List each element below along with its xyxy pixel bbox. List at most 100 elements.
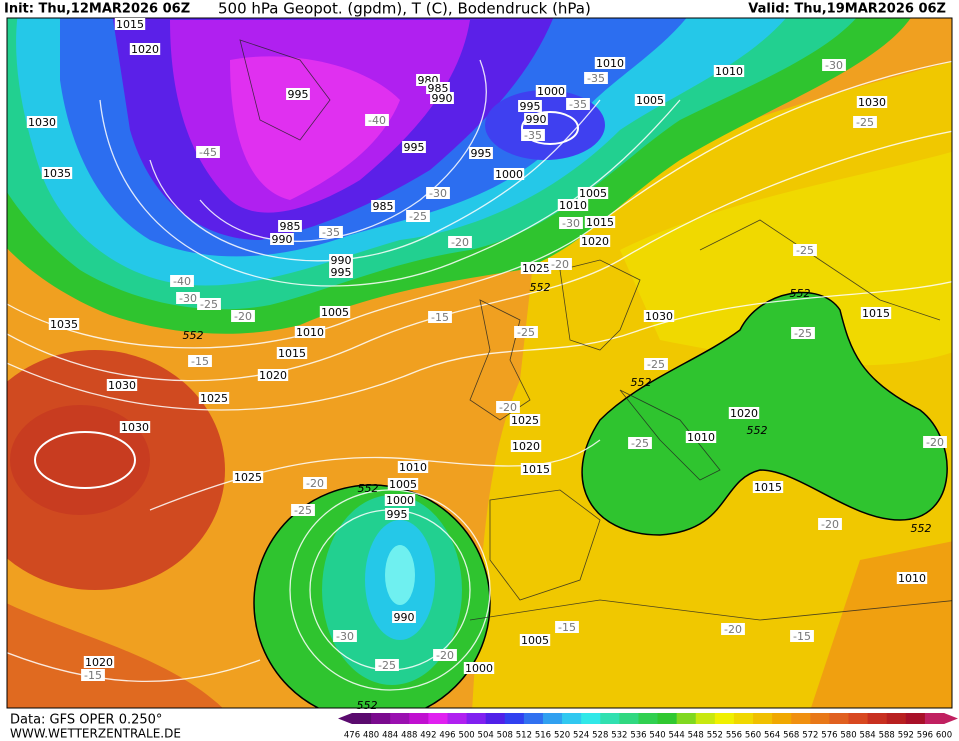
isobar-label: 1020 bbox=[730, 407, 758, 420]
colorbar-segment bbox=[409, 713, 429, 724]
isobar-label-box bbox=[371, 200, 395, 212]
isobar-label: 1020 bbox=[259, 369, 287, 382]
temperature-label-box bbox=[514, 326, 538, 338]
isobar-label-box bbox=[257, 369, 289, 381]
isobar-label: 1030 bbox=[121, 421, 149, 434]
isobar-label: 995 bbox=[520, 100, 541, 113]
isobar-label-box bbox=[469, 147, 493, 159]
temperature-label: -25 bbox=[856, 116, 874, 129]
isobar-label: 1000 bbox=[465, 662, 493, 675]
isobar-label-box bbox=[286, 88, 310, 100]
isobar-label-box bbox=[860, 307, 892, 319]
isobar-label-box bbox=[728, 407, 760, 419]
init-time: Init: Thu,12MAR2026 06Z bbox=[4, 2, 190, 17]
colorbar-segment bbox=[447, 713, 468, 724]
isobar-label: 1005 bbox=[389, 478, 417, 491]
temperature-label-box bbox=[521, 129, 545, 141]
temperature-label-box bbox=[566, 98, 590, 110]
isobar-label-box bbox=[577, 187, 609, 199]
colorbar-segment bbox=[714, 713, 735, 724]
valid-time: Valid: Thu,19MAR2026 06Z bbox=[748, 2, 946, 17]
height-label: 552 bbox=[358, 482, 379, 495]
colorbar-segment bbox=[542, 713, 563, 724]
isobar-label-box bbox=[752, 481, 784, 493]
isobar-label: 990 bbox=[394, 611, 415, 624]
isobar-label-box bbox=[463, 662, 495, 674]
isobar-label: 995 bbox=[387, 508, 408, 521]
colorbar-tick-label: 548 bbox=[688, 731, 704, 741]
temperature-label-box bbox=[176, 292, 200, 304]
colorbar-tick-label: 564 bbox=[764, 731, 780, 741]
isobar-label: 1010 bbox=[687, 431, 715, 444]
temperature-label: -30 bbox=[429, 187, 447, 200]
temperature-label: -45 bbox=[199, 146, 217, 159]
isobar-label-box bbox=[198, 392, 230, 404]
isobar-label-box bbox=[520, 262, 552, 274]
isobar-label: 1035 bbox=[50, 318, 78, 331]
temperature-label: -20 bbox=[499, 401, 517, 414]
temperature-label-box bbox=[231, 310, 255, 322]
isobar-label: 1010 bbox=[715, 65, 743, 78]
colorbar-segment bbox=[466, 713, 487, 724]
isobar-label-box bbox=[329, 266, 353, 278]
colorbar-tick-label: 588 bbox=[879, 731, 895, 741]
isobar-label-box bbox=[402, 141, 426, 153]
colorbar-segment bbox=[791, 713, 811, 724]
isobar-label: 990 bbox=[331, 254, 352, 267]
temperature-label-box bbox=[426, 187, 450, 199]
temperature-label: -20 bbox=[234, 310, 252, 323]
isobar-label-box bbox=[26, 116, 58, 128]
colorbar-segment bbox=[905, 713, 926, 724]
temperature-label-box bbox=[303, 477, 327, 489]
isobar-label-box bbox=[48, 318, 80, 330]
isobar-label: 1010 bbox=[596, 57, 624, 70]
colorbar-segment bbox=[924, 713, 945, 724]
isobar-label: 1025 bbox=[234, 471, 262, 484]
temperature-label: -40 bbox=[173, 275, 191, 288]
colorbar-segment bbox=[657, 713, 678, 724]
temperature-label-box bbox=[319, 226, 343, 238]
temperature-label: -30 bbox=[825, 59, 843, 72]
height-label: 552 bbox=[747, 424, 768, 437]
temperature-label: -35 bbox=[569, 98, 587, 111]
isobar-label: 1005 bbox=[521, 634, 549, 647]
temperature-label-box bbox=[333, 630, 357, 642]
isobar-label-box bbox=[319, 306, 351, 318]
temperature-label-box bbox=[644, 358, 668, 370]
isobar-label-box bbox=[270, 233, 294, 245]
isobar-label: 1020 bbox=[131, 43, 159, 56]
temperature-label-box bbox=[188, 355, 212, 367]
isobar-label: 1030 bbox=[28, 116, 56, 129]
isobar-label-box bbox=[594, 57, 626, 69]
isobar-label: 990 bbox=[272, 233, 293, 246]
isobar-label-box bbox=[430, 92, 454, 104]
colorbar-tick-label: 596 bbox=[917, 731, 933, 741]
temperature-label: -25 bbox=[647, 358, 665, 371]
temperature-label: -40 bbox=[368, 114, 386, 127]
map-frame bbox=[6, 17, 953, 709]
temperature-label-box bbox=[822, 59, 846, 71]
colorbar-tick-label: 520 bbox=[554, 731, 570, 741]
isobar-label-box bbox=[557, 199, 589, 211]
isobar-label-box bbox=[493, 168, 525, 180]
isobar-label: 985 bbox=[373, 200, 394, 213]
isobar-label-box bbox=[276, 347, 308, 359]
temperature-label: -25 bbox=[378, 659, 396, 672]
height-label: 552 bbox=[530, 281, 551, 294]
height-label: 552 bbox=[357, 699, 378, 712]
isobar-label: 1015 bbox=[522, 463, 550, 476]
isobar-label: 1010 bbox=[296, 326, 324, 339]
data-source: Data: GFS OPER 0.250° bbox=[10, 713, 162, 728]
temperature-label-box bbox=[291, 504, 315, 516]
colorbar-tick-label: 532 bbox=[611, 731, 627, 741]
isobar-label-box bbox=[114, 18, 146, 30]
colorbar-tick-label: 504 bbox=[478, 731, 494, 741]
colorbar-tick-label: 476 bbox=[344, 731, 360, 741]
colorbar-tick-label: 512 bbox=[516, 731, 532, 741]
temperature-label: -25 bbox=[294, 504, 312, 517]
colorbar-segment bbox=[753, 713, 773, 724]
temperature-label: -25 bbox=[631, 437, 649, 450]
isobar-label-box bbox=[856, 96, 888, 108]
isobar-label-box bbox=[643, 310, 675, 322]
